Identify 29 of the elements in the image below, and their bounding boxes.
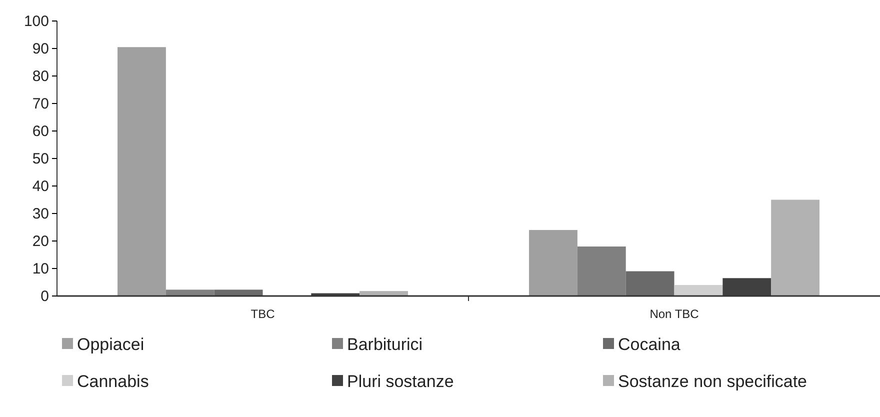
legend-label: Pluri sostanze — [347, 372, 454, 391]
bar — [360, 291, 408, 296]
legend-label: Barbiturici — [347, 334, 423, 354]
bar — [214, 290, 263, 296]
bar — [166, 290, 214, 296]
bar — [771, 200, 820, 296]
bar — [529, 230, 578, 296]
bar — [118, 47, 166, 296]
y-tick-label: 70 — [32, 95, 49, 112]
y-tick-label: 90 — [32, 40, 49, 58]
y-tick-label: 60 — [32, 122, 49, 140]
bar — [577, 246, 626, 296]
legend-label: Cannabis — [77, 372, 149, 391]
legend-label: Cocaina — [618, 334, 681, 354]
y-tick-label: 30 — [32, 205, 49, 222]
y-tick-label: 10 — [32, 260, 49, 278]
bar — [626, 271, 674, 296]
x-tick-label: Non TBC — [650, 307, 700, 322]
legend-label: Oppiacei — [77, 334, 144, 354]
y-tick-label: 100 — [24, 12, 49, 30]
y-tick-label: 80 — [32, 68, 49, 85]
x-tick-label: TBC — [250, 307, 276, 322]
y-tick-label: 0 — [40, 288, 49, 305]
y-tick-label: 40 — [32, 178, 49, 195]
legend-label: Sostanze non specificate — [618, 372, 808, 391]
bar — [722, 278, 772, 296]
y-tick-label: 50 — [32, 150, 49, 168]
y-tick-label: 20 — [32, 232, 49, 250]
bar — [674, 285, 723, 296]
